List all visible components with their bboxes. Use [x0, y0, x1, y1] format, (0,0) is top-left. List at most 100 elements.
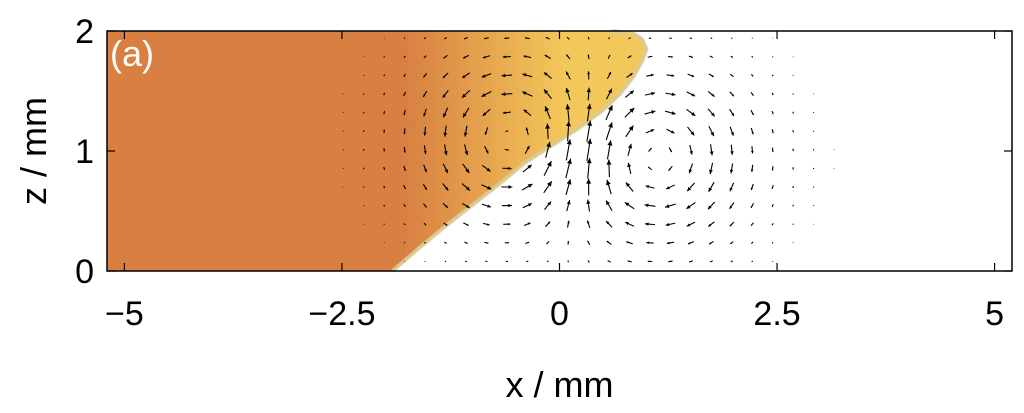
velocity-arrow [565, 158, 572, 179]
velocity-arrow [403, 73, 406, 78]
velocity-arrow [707, 221, 715, 227]
velocity-arrow [750, 109, 755, 116]
velocity-arrow [545, 123, 551, 139]
velocity-arrow [668, 165, 673, 172]
velocity-arrow [423, 108, 427, 117]
velocity-arrow [525, 241, 530, 245]
velocity-arrow [481, 184, 492, 190]
velocity-arrow [645, 185, 655, 189]
velocity-arrow [484, 241, 489, 244]
velocity-arrow [665, 92, 676, 97]
velocity-arrow [503, 222, 511, 226]
velocity-arrow [363, 130, 365, 133]
velocity-arrow [443, 144, 448, 156]
velocity-arrow [442, 89, 449, 99]
velocity-arrow [522, 202, 533, 209]
velocity-arrow [688, 55, 694, 58]
velocity-arrow [502, 111, 511, 115]
velocity-arrow [524, 37, 530, 40]
velocity-arrow [383, 129, 385, 133]
liquid-region [107, 29, 649, 273]
velocity-arrow [628, 37, 631, 40]
velocity-arrow [729, 108, 735, 117]
velocity-arrow [607, 260, 611, 263]
velocity-arrow [730, 55, 734, 58]
velocity-arrow [646, 241, 654, 245]
velocity-arrow [729, 202, 735, 210]
velocity-arrow [686, 221, 696, 227]
velocity-arrow [771, 129, 774, 134]
velocity-arrow [688, 260, 693, 263]
velocity-arrow [423, 55, 427, 59]
velocity-arrow [363, 111, 365, 114]
velocity-arrow [545, 36, 550, 40]
velocity-arrow [504, 37, 510, 40]
velocity-arrow [501, 185, 513, 189]
velocity-arrow [647, 55, 653, 58]
velocity-arrow [485, 260, 488, 263]
velocity-arrow [624, 90, 635, 98]
velocity-arrow [605, 200, 613, 211]
y-tick-label: 1 [75, 133, 94, 171]
velocity-arrow [729, 241, 734, 245]
velocity-arrow [606, 179, 612, 195]
velocity-arrow [644, 203, 656, 208]
interface-line-inner [391, 30, 648, 272]
velocity-arrow [463, 222, 469, 226]
velocity-arrow [648, 37, 652, 39]
velocity-arrow [403, 55, 406, 58]
velocity-arrow [525, 127, 529, 136]
velocity-arrow [442, 107, 449, 118]
velocity-arrow [502, 55, 511, 59]
velocity-arrow [625, 125, 634, 138]
velocity-arrow [792, 185, 794, 189]
velocity-arrow [708, 240, 714, 245]
velocity-arrow [751, 55, 754, 58]
velocity-arrow [522, 73, 533, 78]
velocity-arrow [665, 184, 676, 190]
velocity-arrow [729, 221, 735, 227]
velocity-arrow [461, 89, 471, 99]
velocity-arrow [587, 260, 590, 263]
velocity-arrow [729, 126, 734, 136]
velocity-arrow [481, 73, 492, 78]
velocity-arrow [501, 92, 513, 97]
velocity-arrow [423, 73, 428, 78]
velocity-arrow [689, 144, 693, 155]
x-axis-label: x / mm [506, 364, 614, 405]
axis-ticks: −5 −2.5 0 2.5 5 0 1 2 [75, 13, 1012, 333]
velocity-arrow [587, 54, 590, 60]
velocity-arrow [665, 110, 676, 115]
velocity-arrow [644, 91, 656, 96]
velocity-arrow [666, 241, 675, 245]
velocity-arrow [771, 203, 774, 208]
velocity-arrow [771, 74, 774, 77]
velocity-arrow [750, 74, 754, 77]
velocity-arrow [403, 109, 406, 116]
velocity-arrow [523, 55, 532, 59]
velocity-arrow [686, 91, 696, 97]
velocity-arrow [482, 108, 491, 117]
velocity-arrow [463, 125, 468, 137]
velocity-arrow [771, 147, 774, 153]
velocity-arrow [624, 201, 635, 210]
velocity-arrow [665, 222, 676, 227]
velocity-arrow [606, 140, 613, 160]
velocity-arrow [403, 37, 406, 39]
velocity-arrow [462, 107, 470, 118]
velocity-arrow [566, 220, 570, 228]
velocity-arrow [383, 56, 385, 58]
velocity-arrow [687, 73, 695, 78]
velocity-arrow [771, 184, 774, 190]
velocity-arrow [730, 37, 733, 39]
velocity-arrow [729, 182, 735, 192]
velocity-arrow [403, 242, 406, 244]
velocity-arrow [626, 72, 633, 78]
velocity-arrow [403, 165, 406, 172]
velocity-arrow [687, 241, 695, 245]
velocity-arrow [624, 107, 635, 118]
velocity-arrow [607, 54, 611, 59]
velocity-arrow [646, 73, 654, 77]
velocity-arrow [567, 240, 569, 245]
velocity-arrow [586, 199, 591, 212]
